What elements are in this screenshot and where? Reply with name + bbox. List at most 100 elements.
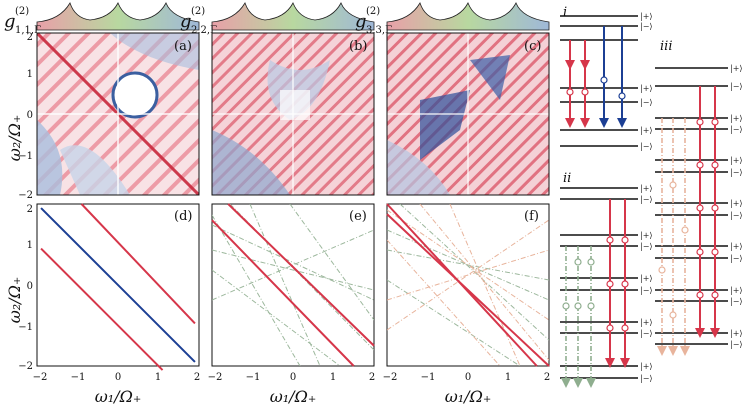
- panel-tag-e: (e): [349, 209, 367, 224]
- scheme-label-iii: iii: [660, 39, 672, 54]
- title-a: g (2) 1,1,Γ: [4, 6, 41, 36]
- ylabel-bottom: ω₂/Ω₊: [5, 277, 24, 324]
- title-b-sup: (2): [191, 6, 205, 17]
- svg-text:|−⟩: |−⟩: [730, 340, 743, 349]
- panel-tag-a: (a): [174, 39, 192, 54]
- svg-text:|−⟩: |−⟩: [730, 82, 743, 91]
- scheme-ii: ii |+⟩ |−⟩ |+⟩ |−⟩ |+⟩ |−⟩ |+⟩ |−⟩ |+⟩ |…: [560, 171, 653, 388]
- series-line-d-1: [40, 247, 164, 371]
- svg-text:|+⟩: |+⟩: [640, 184, 653, 193]
- svg-text:|−⟩: |−⟩: [640, 195, 653, 204]
- series-line-d-2: [80, 203, 196, 325]
- ytick-bot-m2: −2: [18, 361, 33, 372]
- spectrum-header-c: [386, 2, 550, 31]
- ytick-bot-0: 0: [27, 281, 33, 292]
- heatmap-a: [37, 33, 199, 195]
- ytick-top-0: 0: [27, 110, 33, 121]
- panel-tag-b: (b): [349, 39, 367, 54]
- title-a-sup: (2): [15, 6, 29, 17]
- svg-text:0: 0: [115, 372, 121, 383]
- svg-text:−1: −1: [246, 372, 261, 383]
- svg-text:|+⟩: |+⟩: [640, 12, 653, 21]
- svg-text:0: 0: [290, 372, 296, 383]
- title-c-sub: 3,3,Γ: [366, 25, 392, 36]
- title-c: g (2) 3,3,Γ: [355, 6, 392, 36]
- scheme-label-i: i: [563, 5, 567, 20]
- title-a-sub: 1,1,Γ: [15, 25, 41, 36]
- svg-text:1: 1: [155, 372, 161, 383]
- xlabel-d: ω₁/Ω₊: [95, 387, 142, 406]
- x-ticks-d: −2 −1 0 1 2: [33, 372, 201, 383]
- title-a-base: g: [4, 11, 16, 32]
- series-line-e-0: [211, 219, 355, 367]
- x-ticks-e: −2 −1 0 1 2: [208, 372, 376, 383]
- svg-text:|−⟩: |−⟩: [640, 98, 653, 107]
- series-line-d-0: [40, 207, 196, 363]
- svg-text:−2: −2: [208, 372, 223, 383]
- heatmap-b: [212, 33, 374, 195]
- svg-text:|+⟩: |+⟩: [640, 84, 653, 93]
- ylabel-top: ω₂/Ω₊: [5, 115, 24, 162]
- svg-text:−2: −2: [383, 372, 398, 383]
- panel-tag-c: (c): [524, 39, 541, 54]
- svg-text:0: 0: [465, 372, 471, 383]
- svg-text:|−⟩: |−⟩: [640, 374, 653, 383]
- panel-f-frame: [386, 203, 550, 367]
- svg-text:|−⟩: |−⟩: [730, 125, 743, 134]
- ytick-top-m2: −2: [18, 190, 33, 201]
- svg-text:|+⟩: |+⟩: [640, 362, 653, 371]
- svg-text:|+⟩: |+⟩: [730, 156, 743, 165]
- heatmap-c: [387, 33, 549, 195]
- spectrum-header-a: [36, 2, 200, 31]
- ytick-bot-2: 2: [27, 204, 33, 215]
- scheme-label-ii: ii: [563, 171, 571, 186]
- title-b-base: g: [180, 11, 192, 32]
- svg-text:|−⟩: |−⟩: [640, 329, 653, 338]
- svg-text:2: 2: [369, 372, 375, 383]
- svg-text:|−⟩: |−⟩: [640, 286, 653, 295]
- title-c-base: g: [355, 11, 367, 32]
- scheme-i: i |+⟩ |−⟩ |+⟩ |−⟩ |+⟩ |−⟩: [560, 5, 653, 151]
- svg-text:|−⟩: |−⟩: [640, 22, 653, 31]
- series-layer: [40, 203, 550, 371]
- svg-text:|+⟩: |+⟩: [730, 329, 743, 338]
- panel-tag-d: (d): [174, 209, 192, 224]
- ytick-top-1: 1: [27, 69, 33, 80]
- svg-text:2: 2: [544, 372, 550, 383]
- title-b: g (2) 2,2,Γ: [180, 6, 217, 36]
- svg-text:|+⟩: |+⟩: [640, 231, 653, 240]
- svg-text:|+⟩: |+⟩: [730, 64, 743, 73]
- svg-text:|−⟩: |−⟩: [730, 254, 743, 263]
- svg-text:|−⟩: |−⟩: [730, 211, 743, 220]
- svg-text:|+⟩: |+⟩: [640, 126, 653, 135]
- xlabel-f: ω₁/Ω₊: [445, 387, 492, 406]
- y-ticks-bottom: 2 1 0 −1 −2: [18, 204, 33, 372]
- ytick-bot-1: 1: [27, 240, 33, 251]
- spectrum-header-b: [211, 2, 375, 31]
- ytick-top-2: 2: [27, 32, 33, 43]
- panel-f-dashed-peach: [387, 204, 549, 366]
- svg-text:|−⟩: |−⟩: [640, 142, 653, 151]
- svg-text:1: 1: [505, 372, 511, 383]
- ytick-bot-m1: −1: [18, 322, 33, 333]
- xlabel-e: ω₁/Ω₊: [270, 387, 317, 406]
- svg-text:|+⟩: |+⟩: [730, 286, 743, 295]
- svg-text:2: 2: [194, 372, 200, 383]
- ytick-top-m1: −1: [18, 151, 33, 162]
- panel-tag-f: (f): [524, 209, 539, 224]
- title-b-sub: 2,2,Γ: [191, 25, 217, 36]
- panel-e-dashed: [212, 204, 374, 366]
- svg-text:−1: −1: [71, 372, 86, 383]
- series-line-f-1: [386, 213, 550, 367]
- panel-e-frame: [211, 203, 375, 367]
- svg-text:−1: −1: [421, 372, 436, 383]
- svg-text:−2: −2: [33, 372, 48, 383]
- title-c-sup: (2): [366, 6, 380, 17]
- svg-text:1: 1: [330, 372, 336, 383]
- svg-text:|−⟩: |−⟩: [730, 297, 743, 306]
- svg-text:|+⟩: |+⟩: [730, 114, 743, 123]
- svg-text:|+⟩: |+⟩: [730, 199, 743, 208]
- svg-text:|−⟩: |−⟩: [730, 168, 743, 177]
- series-line-e-1: [227, 203, 375, 347]
